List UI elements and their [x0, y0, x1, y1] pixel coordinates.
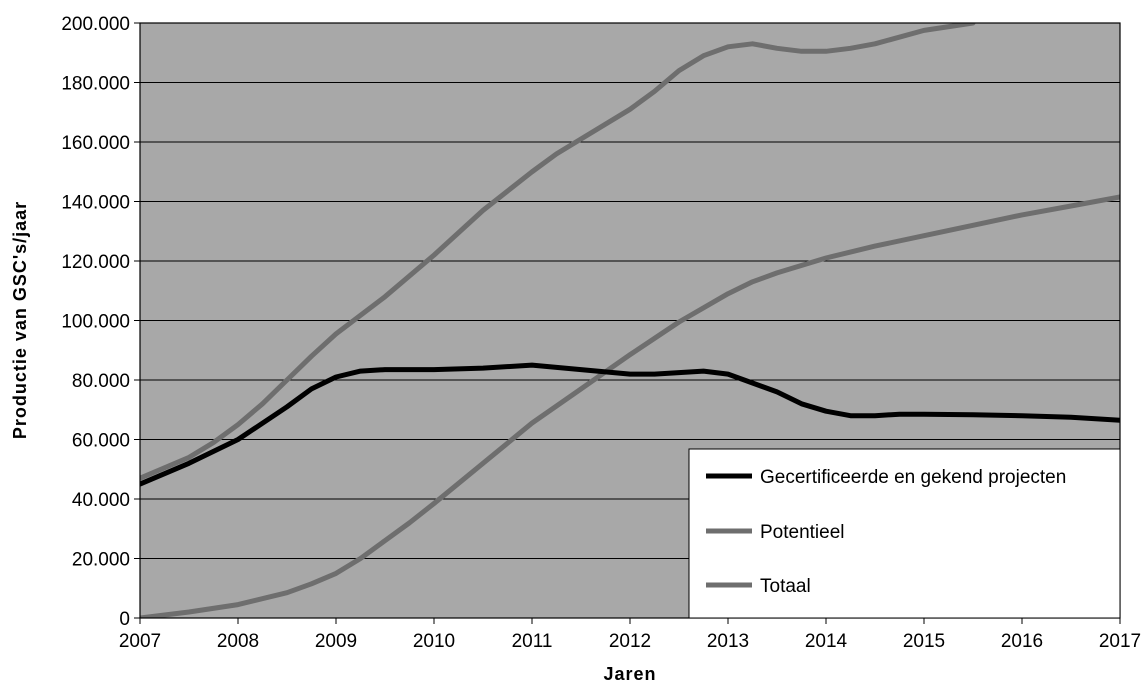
- y-tick-label: 100.000: [61, 312, 130, 333]
- x-tick-label: 2014: [805, 631, 848, 652]
- legend-label-totaal: Totaal: [760, 576, 811, 597]
- y-tick-label: 120.000: [61, 252, 130, 273]
- x-tick-label: 2013: [707, 631, 749, 652]
- x-tick-label: 2012: [609, 631, 651, 652]
- x-tick-label: 2008: [217, 631, 259, 652]
- legend-label-gecertificeerde: Gecertificeerde en gekend projecten: [760, 467, 1066, 488]
- legend-label-potentieel: Potentieel: [760, 522, 845, 543]
- series-line-0: [140, 362, 1120, 487]
- x-tick-label: 2016: [1001, 631, 1043, 652]
- x-tick-label: 2011: [512, 631, 553, 652]
- y-axis: 0 20.000 40.000 60.000 80.000 100.000 120.000 1…: [61, 14, 140, 630]
- series-lines: [140, 23, 1120, 618]
- y-tick-label: 0: [119, 609, 130, 630]
- x-axis-title: Jaren: [603, 664, 656, 684]
- x-tick-label: 2010: [413, 631, 455, 652]
- y-tick-label: 60.000: [72, 431, 130, 452]
- y-tick-label: 200.000: [61, 14, 130, 35]
- y-tick-label: 140.000: [61, 193, 130, 214]
- x-tick-label: 2015: [903, 631, 945, 652]
- x-tick-label: 2017: [1099, 631, 1141, 652]
- y-tick-label: 40.000: [72, 490, 130, 511]
- y-axis-title: Productie van GSC's/jaar: [10, 201, 30, 439]
- series-line-2: [140, 23, 976, 481]
- x-tick-label: 2009: [315, 631, 357, 652]
- legend: Gecertificeerde en gekend projecten Pote…: [688, 448, 1121, 619]
- x-axis: 2007 2008 2009 2010 2011 2012 2013 2014 2015 2016…: [119, 618, 1141, 652]
- legend-box: [688, 448, 1121, 619]
- x-tick-label: 2007: [119, 631, 161, 652]
- series-line-1: [140, 194, 1120, 618]
- y-tick-label: 180.000: [61, 74, 130, 95]
- y-tick-label: 20.000: [72, 550, 130, 571]
- y-tick-label: 160.000: [61, 133, 130, 154]
- y-tick-label: 80.000: [72, 371, 130, 392]
